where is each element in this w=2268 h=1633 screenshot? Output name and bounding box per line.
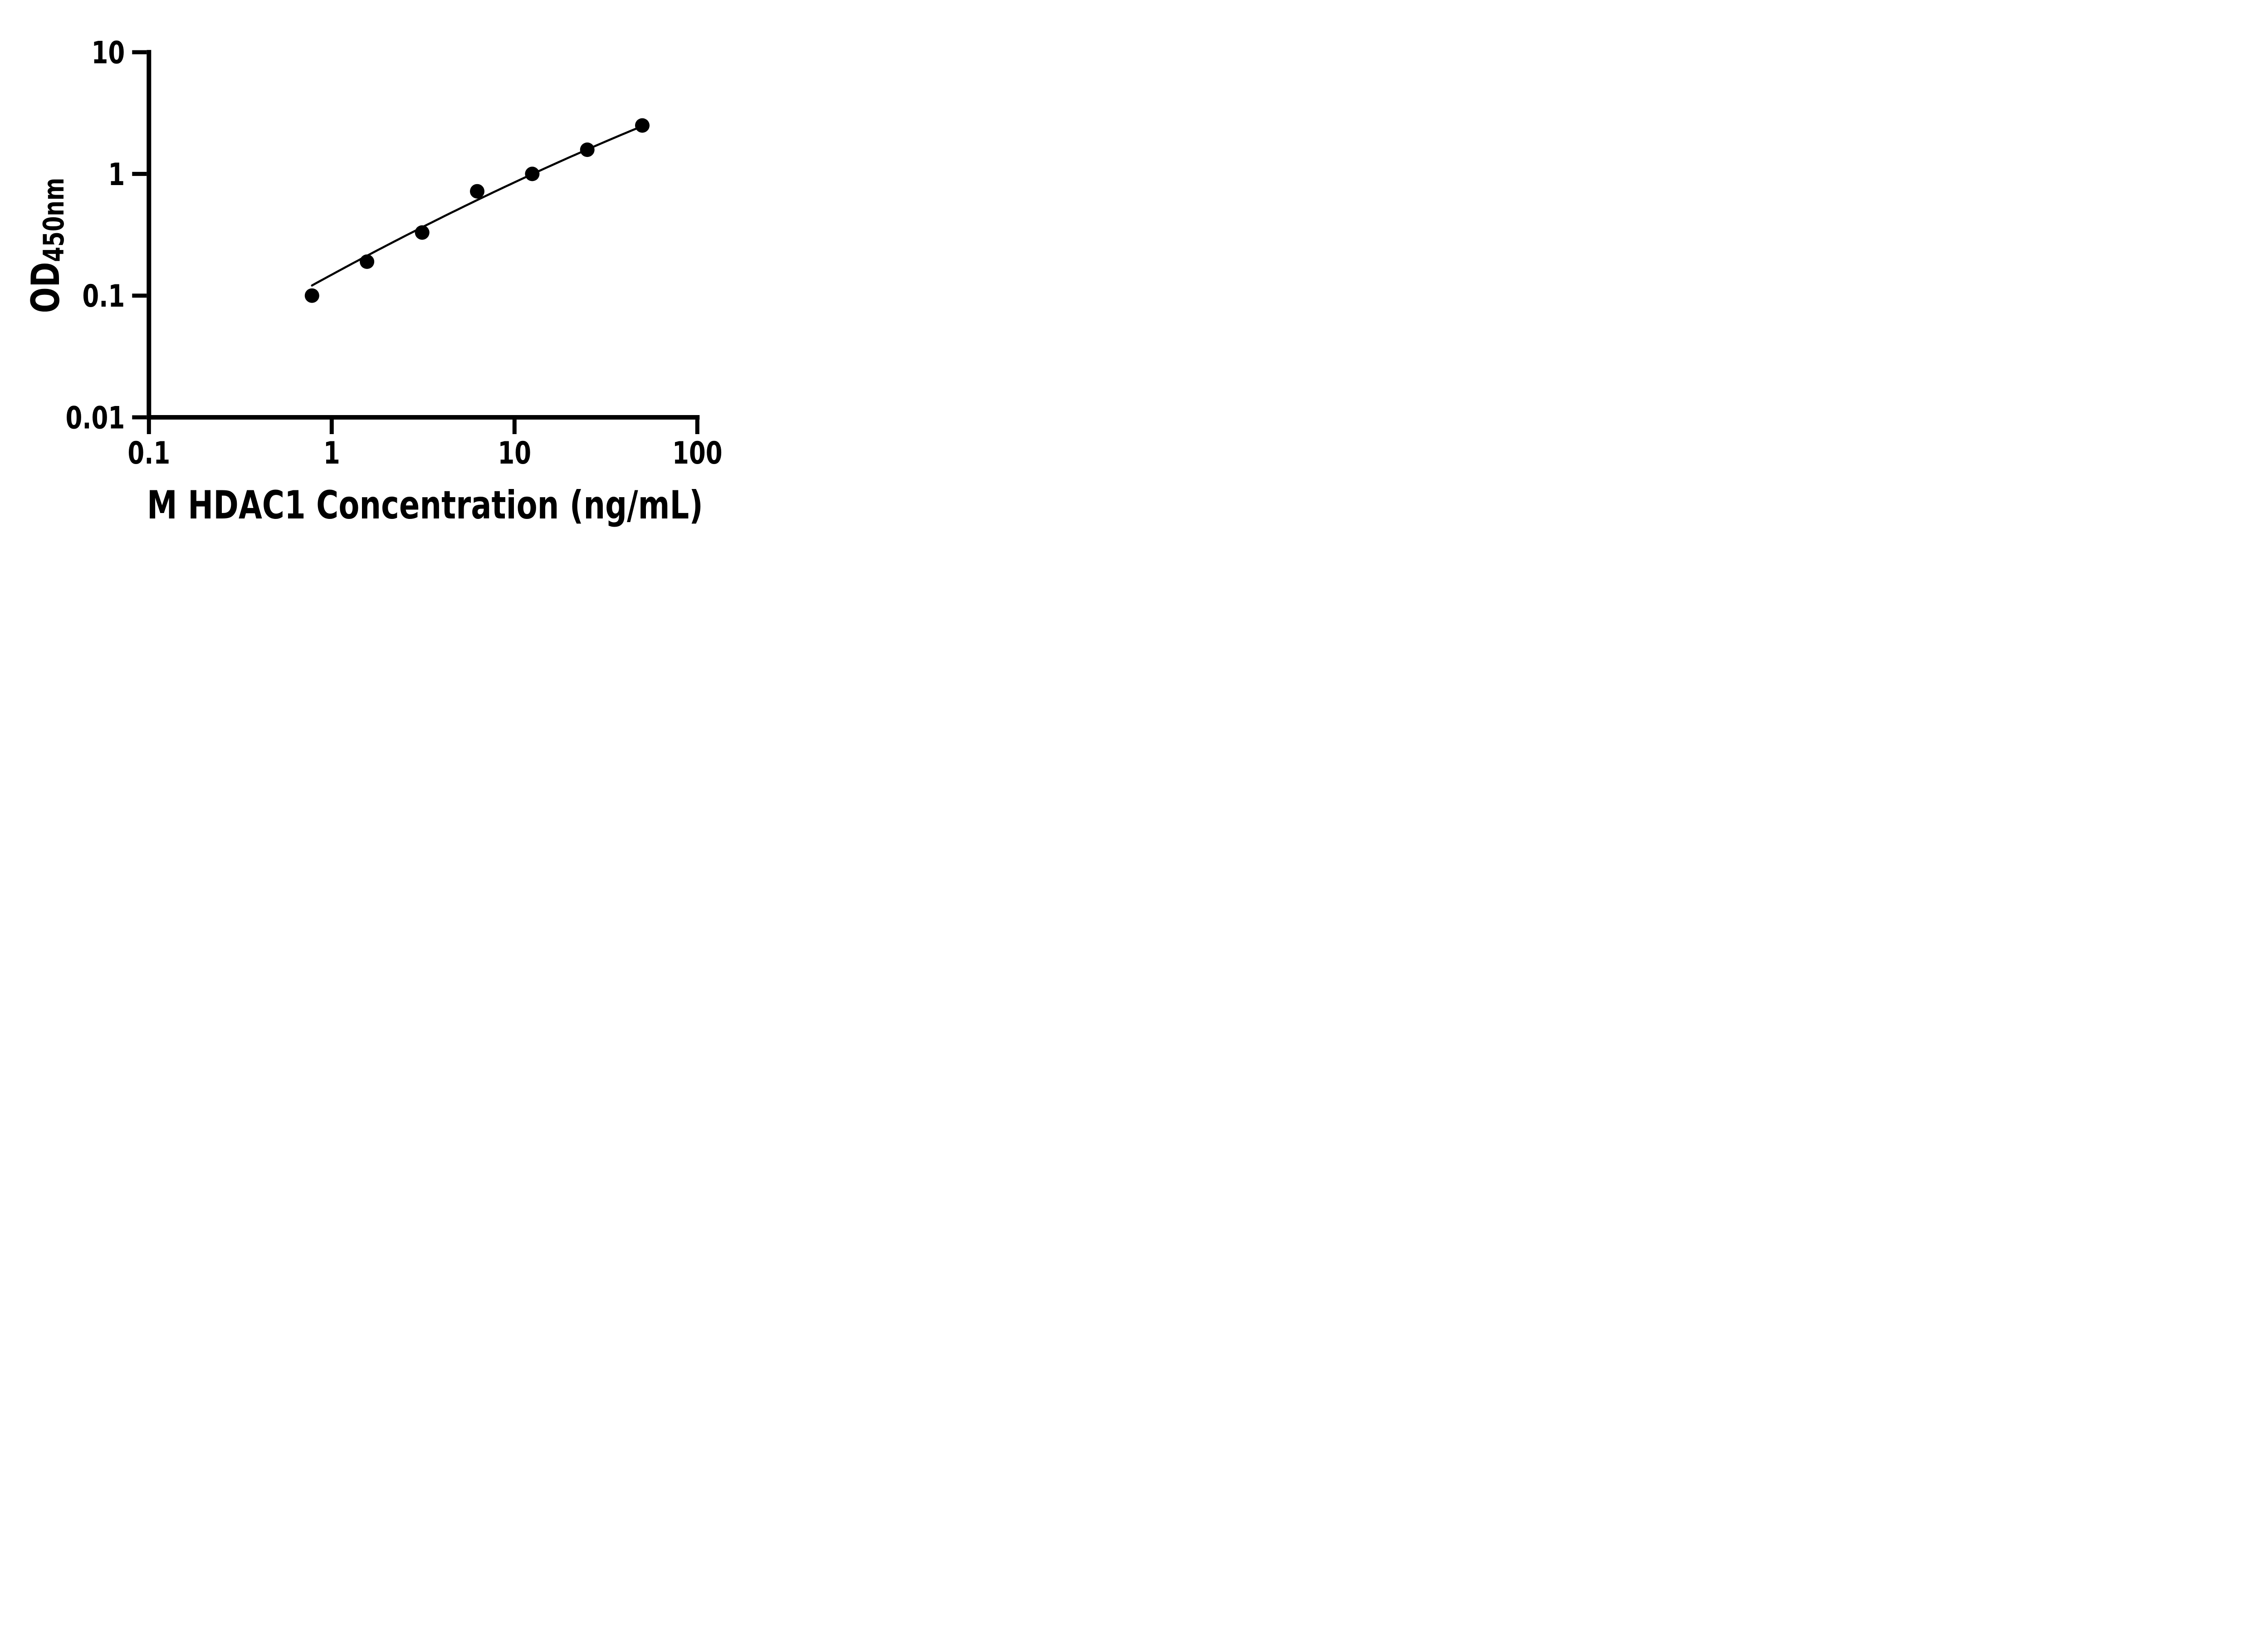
data-point [470,184,484,199]
y-axis-title: OD450nm [23,178,71,313]
data-point [304,288,319,303]
x-axis-title: M HDAC1 Concentration (ng/mL) [147,483,703,528]
y-tick-label: 1 [108,156,125,192]
x-tick-label: 0.1 [127,435,170,471]
y-axis-title-subscript: 450nm [38,178,70,262]
x-tick-label: 1 [323,435,340,471]
y-tick-label: 10 [91,35,125,71]
y-tick-label: 0.1 [82,279,125,314]
figure-canvas: 0.01 0.1 1 10 0.1 1 10 100 M HDAC1 Concentrati… [0,0,777,544]
plot-area [304,118,650,303]
axis-lines [147,50,700,420]
data-point [525,166,540,181]
x-ticks [147,420,699,434]
data-point [635,118,650,133]
y-tick-label: 0.01 [65,400,125,436]
data-point [580,142,595,157]
x-tick-labels: 0.1 1 10 100 [127,435,722,471]
x-tick-label: 100 [672,435,723,471]
y-tick-labels: 0.01 0.1 1 10 [65,35,125,436]
axes [147,50,700,420]
y-axis-title-main: OD [23,262,68,313]
y-ticks [132,50,147,420]
data-point [415,225,430,240]
x-tick-label: 10 [498,435,531,471]
data-point [360,254,375,269]
